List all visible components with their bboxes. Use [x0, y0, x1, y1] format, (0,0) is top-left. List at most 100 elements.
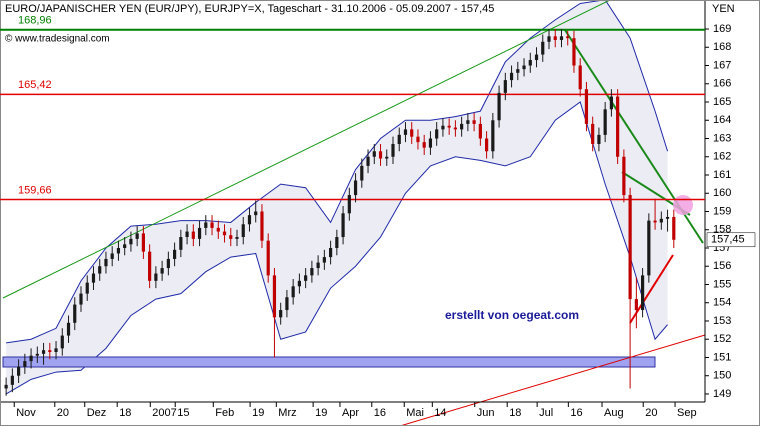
candle-body — [197, 227, 202, 239]
candle-body — [247, 215, 252, 225]
candle-body — [272, 275, 277, 318]
y-tick-label: 155 — [713, 278, 731, 290]
y-tick-label: 156 — [713, 260, 731, 272]
candle-body — [647, 220, 651, 276]
trend-line — [629, 254, 674, 324]
y-tick-label: 152 — [713, 333, 731, 345]
candle-body — [10, 375, 14, 385]
candle-body — [672, 216, 676, 240]
candle-body — [435, 129, 439, 139]
candle-body — [79, 293, 83, 305]
candle-body — [547, 36, 551, 42]
candle-body — [154, 273, 158, 281]
x-tick-label: Nov — [16, 407, 36, 419]
candle-body — [54, 348, 58, 353]
candle-body — [491, 120, 495, 152]
candle-body — [291, 286, 295, 298]
candle-body — [347, 195, 351, 214]
plot-area — [5, 0, 669, 395]
candle-body — [360, 165, 364, 181]
candle-body — [110, 253, 114, 259]
x-tick-label: 15 — [177, 407, 189, 419]
candle-body — [266, 240, 270, 276]
candle-body — [641, 275, 645, 311]
candle-body — [528, 60, 532, 66]
candle-body — [185, 231, 189, 238]
candle-body — [566, 36, 570, 39]
y-tick-label: 165 — [713, 96, 731, 108]
candle-body — [603, 109, 607, 135]
y-tick-label: 149 — [713, 388, 731, 400]
x-tick-label: Sep — [677, 407, 697, 419]
candle-body — [241, 224, 245, 238]
x-tick-label: 20 — [645, 407, 657, 419]
candle-body — [141, 233, 145, 252]
y-axis-label: YEN — [712, 3, 735, 15]
candle-body — [597, 134, 601, 144]
candle-body — [235, 237, 239, 239]
candle-body — [353, 180, 358, 196]
candle-body — [166, 258, 170, 269]
candle-body — [385, 156, 389, 159]
candle-body — [66, 322, 71, 336]
candle-body — [85, 282, 89, 294]
support-zone — [2, 356, 656, 368]
candle-body — [503, 80, 507, 93]
x-tick-label: 16 — [374, 407, 386, 419]
candle-body — [329, 247, 333, 258]
candle-body — [559, 36, 564, 40]
x-tick-label: 2007 — [152, 407, 176, 419]
candle-body — [665, 216, 670, 219]
x-tick-label: Jul — [539, 407, 553, 419]
candle-body — [91, 273, 96, 283]
candle-body — [522, 65, 526, 70]
candle-body — [428, 138, 433, 148]
candle-body — [60, 335, 64, 349]
candle-body — [335, 237, 339, 248]
y-tick-label: 153 — [713, 315, 731, 327]
highlight — [673, 195, 693, 215]
candle-body — [310, 268, 314, 276]
last-price-box — [706, 232, 756, 248]
y-tick-label: 169 — [713, 23, 731, 35]
lower-band — [5, 101, 668, 395]
level-label: 168,96 — [18, 15, 52, 27]
candle-body — [173, 249, 177, 259]
candle-body — [516, 69, 520, 73]
y-tick-label: 166 — [713, 78, 731, 90]
candle-body — [297, 280, 301, 287]
candle-body — [509, 72, 514, 81]
level-label: 159,66 — [18, 184, 52, 196]
candle-body — [17, 366, 21, 376]
trend-line — [399, 334, 706, 426]
y-tick-label: 161 — [713, 169, 731, 181]
level-label: 165,42 — [18, 79, 52, 91]
x-tick-label: 18 — [119, 407, 131, 419]
candle-body — [279, 310, 283, 318]
y-tick-label: 167 — [713, 59, 731, 71]
candle-body — [453, 127, 457, 130]
candle-body — [591, 123, 595, 144]
candle-body — [366, 156, 370, 166]
x-tick-label: Apr — [342, 407, 359, 419]
x-tick-label: 16 — [570, 407, 582, 419]
x-tick-label: 18 — [509, 407, 521, 419]
candle-body — [160, 268, 164, 274]
candle-body — [572, 38, 576, 66]
candle-body — [29, 355, 33, 362]
y-tick-label: 163 — [713, 132, 731, 144]
candle-body — [422, 142, 426, 148]
candle-body — [478, 123, 482, 139]
y-tick-label: 164 — [713, 114, 731, 126]
candle-body — [485, 138, 489, 152]
candle-body — [179, 237, 183, 250]
candle-body — [472, 120, 476, 124]
candle-body — [229, 235, 233, 239]
candle-body — [41, 350, 46, 354]
candle-body — [191, 231, 195, 239]
y-tick-label: 150 — [713, 370, 731, 382]
x-tick-label: Mai — [406, 407, 424, 419]
candle-body — [23, 361, 27, 367]
last-price-label: 157,45 — [711, 234, 745, 246]
